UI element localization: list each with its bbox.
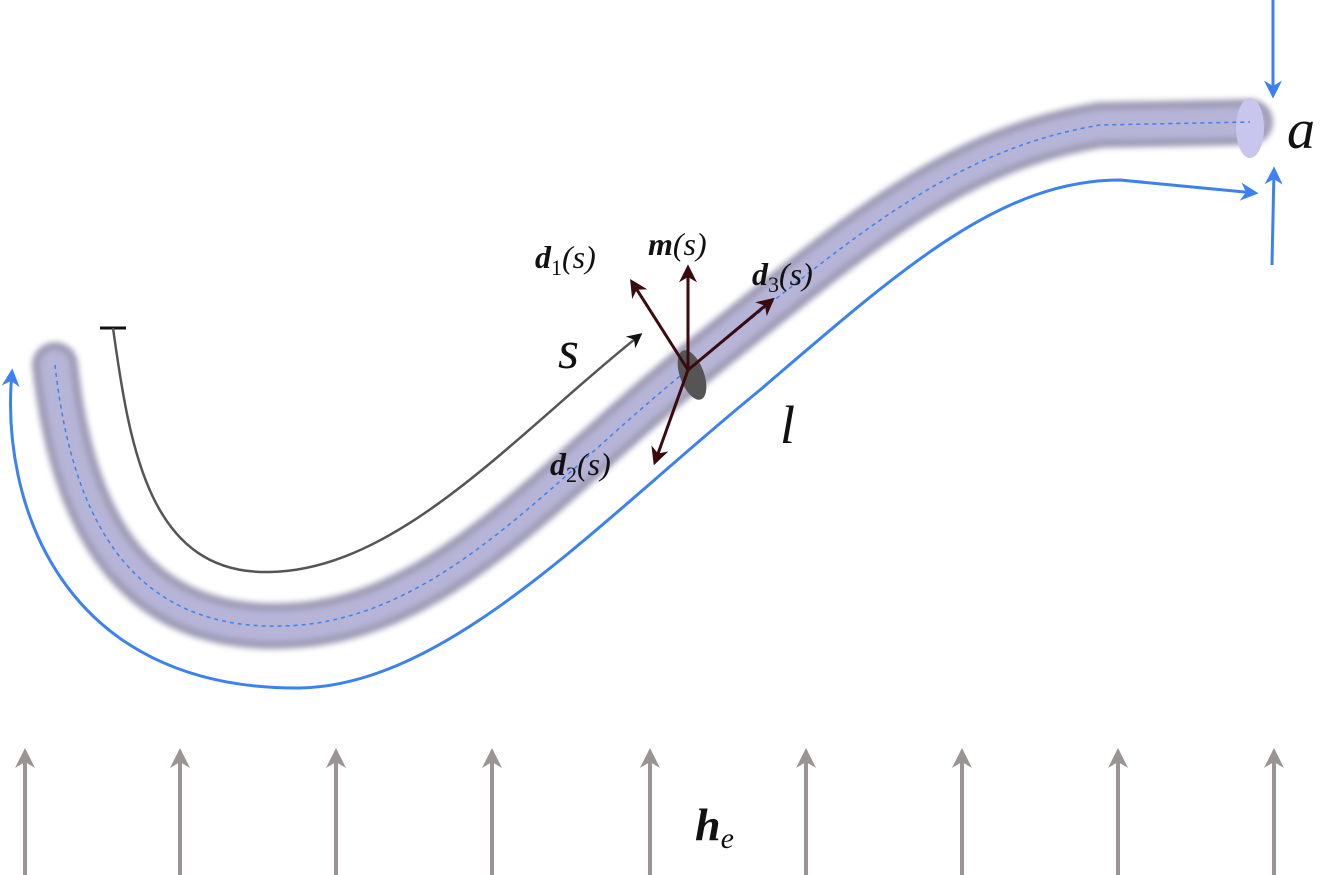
radius-arrows xyxy=(1264,0,1283,266)
label-part: h xyxy=(695,799,721,850)
length-arrow xyxy=(1,178,1259,690)
label-part: 1 xyxy=(551,255,562,280)
label-part: d xyxy=(550,446,567,482)
label-part: 2 xyxy=(566,462,577,487)
label-m: m(s) xyxy=(648,226,707,262)
label-part: (s) xyxy=(673,226,707,262)
label-field: he xyxy=(695,799,734,855)
label-part: e xyxy=(721,822,734,855)
label-d2: d2(s) xyxy=(550,446,611,487)
label-d3: d3(s) xyxy=(752,256,813,297)
label-a: a xyxy=(1287,99,1315,161)
label-s: s xyxy=(558,320,579,380)
label-d1: d1(s) xyxy=(535,239,596,280)
field-arrows xyxy=(14,748,1284,875)
arc-length xyxy=(100,326,643,574)
label-part: d xyxy=(752,256,769,292)
label-part: (s) xyxy=(779,256,813,292)
label-part: m xyxy=(648,226,673,262)
label-part: 3 xyxy=(768,272,779,297)
label-part: d xyxy=(535,239,552,275)
rod xyxy=(32,98,1273,650)
label-part: (s) xyxy=(577,446,611,482)
director-frame xyxy=(630,264,775,466)
label-part: (s) xyxy=(562,239,596,275)
label-l: l xyxy=(780,395,795,455)
